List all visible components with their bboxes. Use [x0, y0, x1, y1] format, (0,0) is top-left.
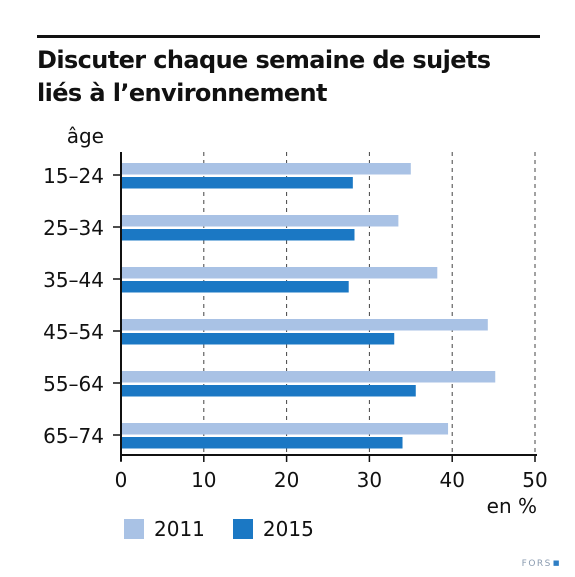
y-tick-label: 55–64 [43, 372, 104, 396]
bar [121, 163, 411, 175]
legend-swatch [232, 519, 253, 539]
legend-label: 2015 [262, 517, 314, 541]
y-tick-label: 35–44 [43, 268, 104, 292]
fors-logo: FORS■ [522, 559, 561, 569]
x-tick-label: 50 [522, 468, 547, 492]
legend-label: 2011 [154, 517, 205, 541]
y-tick-label: 15–24 [43, 164, 104, 188]
legend-item: 2015 [232, 517, 314, 541]
x-tick-label: 30 [357, 468, 382, 492]
chart-title-line-1: Discuter chaque semaine de sujets [37, 46, 491, 74]
x-tick-label: 10 [191, 468, 216, 492]
bar [121, 177, 353, 189]
x-axis-label: en % [487, 494, 537, 518]
fors-logo-text: FORS [521, 559, 552, 569]
y-axis-label: âge [67, 124, 104, 148]
x-tick-label: 20 [274, 468, 299, 492]
bar [121, 437, 403, 449]
fors-logo-mark: ■ [552, 559, 561, 567]
legend-item: 2011 [124, 517, 205, 541]
y-tick-label: 25–34 [43, 216, 104, 240]
chart-title: Discuter chaque semaine de sujets liés à… [37, 44, 537, 110]
chart-legend: 2011 2015 [124, 517, 342, 541]
y-tick-label: 65–74 [43, 424, 104, 448]
bar [121, 319, 488, 331]
x-tick-label: 0 [115, 468, 128, 492]
bar [121, 267, 438, 279]
legend-swatch [124, 519, 144, 539]
bar [121, 215, 399, 227]
bar [121, 385, 416, 397]
y-tick-label: 45–54 [43, 320, 104, 344]
bar [121, 371, 496, 383]
x-tick-label: 40 [439, 468, 464, 492]
bar [121, 281, 349, 293]
bar [121, 229, 355, 241]
bar [121, 333, 395, 345]
top-rule [37, 35, 540, 38]
bar [121, 423, 449, 435]
chart-title-line-2: liés à l’environnement [37, 79, 328, 107]
